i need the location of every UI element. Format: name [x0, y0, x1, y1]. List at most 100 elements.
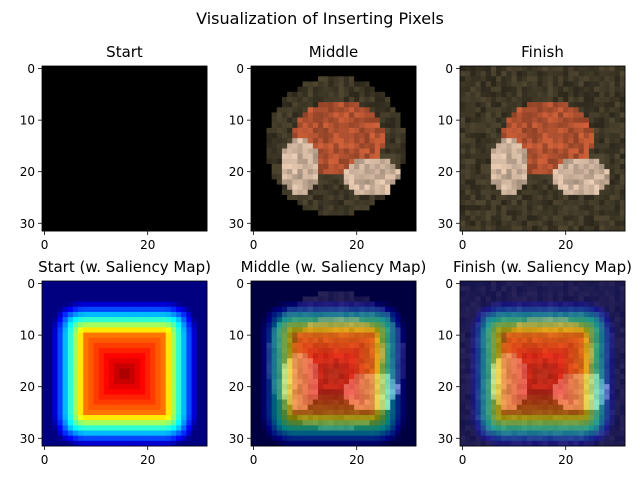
pixel-cell	[411, 338, 417, 344]
pixel-cell	[202, 138, 208, 144]
pixel-cell	[318, 302, 324, 308]
pixel-cell	[266, 348, 272, 354]
pixel-cell	[390, 143, 396, 149]
pixel-cell	[328, 226, 334, 232]
pixel-cell	[349, 384, 355, 390]
pixel-cell	[481, 133, 487, 139]
pixel-cell	[73, 384, 79, 390]
pixel-cell	[171, 410, 177, 416]
pixel-cell	[52, 312, 58, 318]
pixel-cell	[303, 338, 309, 344]
pixel-cell	[563, 128, 569, 134]
pixel-cell	[579, 174, 585, 180]
pixel-cell	[401, 317, 407, 323]
pixel-cell	[109, 374, 115, 380]
pixel-cell	[328, 379, 334, 385]
pixel-cell	[57, 195, 63, 201]
pixel-cell	[166, 164, 172, 170]
pixel-cell	[63, 358, 69, 364]
pixel-cell	[380, 389, 386, 395]
pixel-cell	[197, 405, 203, 411]
pixel-cell	[119, 302, 125, 308]
pixel-cell	[385, 312, 391, 318]
pixel-cell	[135, 338, 141, 344]
pixel-cell	[537, 179, 543, 185]
pixel-cell	[334, 353, 340, 359]
pixel-cell	[579, 92, 585, 98]
pixel-cell	[532, 92, 538, 98]
pixel-cell	[99, 286, 105, 292]
pixel-cell	[313, 123, 319, 129]
pixel-cell	[197, 92, 203, 98]
pixel-cell	[166, 102, 172, 108]
pixel-cell	[52, 118, 58, 124]
pixel-cell	[501, 174, 507, 180]
pixel-cell	[297, 307, 303, 313]
pixel-cell	[359, 226, 365, 232]
pixel-cell	[78, 405, 84, 411]
pixel-cell	[615, 205, 621, 211]
pixel-cell	[292, 200, 298, 206]
pixel-cell	[145, 302, 151, 308]
pixel-cell	[359, 307, 365, 313]
pixel-cell	[181, 389, 187, 395]
pixel-cell	[140, 133, 146, 139]
pixel-cell	[558, 149, 564, 155]
pixel-cell	[57, 76, 63, 82]
pixel-cell	[140, 87, 146, 93]
pixel-cell	[313, 143, 319, 149]
pixel-cell	[171, 333, 177, 339]
pixel-cell	[73, 431, 79, 437]
pixel-cell	[584, 71, 590, 77]
pixel-cell	[390, 174, 396, 180]
pixel-cell	[94, 138, 100, 144]
pixel-cell	[155, 436, 161, 442]
pixel-cell	[303, 92, 309, 98]
pixel-cell	[584, 179, 590, 185]
pixel-cell	[292, 389, 298, 395]
pixel-cell	[140, 195, 146, 201]
pixel-cell	[349, 195, 355, 201]
pixel-cell	[308, 210, 314, 216]
pixel-cell	[558, 164, 564, 170]
pixel-cell	[166, 415, 172, 421]
pixel-cell	[615, 210, 621, 216]
pixel-cell	[130, 374, 136, 380]
pixel-cell	[323, 66, 329, 72]
pixel-cell	[73, 358, 79, 364]
pixel-cell	[512, 102, 518, 108]
pixel-cell	[88, 76, 94, 82]
pixel-cell	[192, 81, 198, 87]
pixel-cell	[380, 333, 386, 339]
pixel-cell	[354, 379, 360, 385]
pixel-cell	[390, 195, 396, 201]
pixel-cell	[411, 185, 417, 191]
pixel-cell	[266, 195, 272, 201]
pixel-cell	[88, 291, 94, 297]
pixel-cell	[256, 179, 262, 185]
pixel-cell	[47, 143, 53, 149]
pixel-cell	[192, 143, 198, 149]
pixel-cell	[287, 307, 293, 313]
pixel-cell	[344, 154, 350, 160]
pixel-cell	[548, 164, 554, 170]
pixel-cell	[176, 97, 182, 103]
pixel-cell	[251, 71, 257, 77]
pixel-cell	[261, 71, 267, 77]
pixel-cell	[47, 410, 53, 416]
pixel-cell	[501, 221, 507, 227]
pixel-cell	[610, 97, 616, 103]
pixel-cell	[186, 159, 192, 165]
pixel-cell	[375, 195, 381, 201]
pixel-cell	[130, 133, 136, 139]
pixel-cell	[610, 81, 616, 87]
pixel-cell	[411, 296, 417, 302]
pixel-cell	[161, 185, 167, 191]
pixel-cell	[150, 410, 156, 416]
pixel-cell	[52, 81, 58, 87]
pixel-cell	[192, 358, 198, 364]
pixel-cell	[349, 394, 355, 400]
pixel-cell	[63, 138, 69, 144]
pixel-cell	[604, 143, 610, 149]
pixel-cell	[411, 87, 417, 93]
